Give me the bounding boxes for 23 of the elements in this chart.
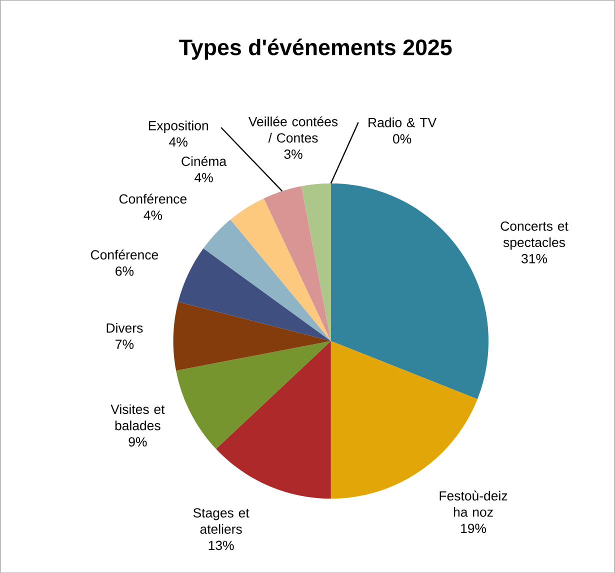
slice-label: Veillée contées / Contes: [248, 116, 338, 142]
chart-title: Types d'événements 2025: [179, 38, 452, 60]
data-label: 6%: [116, 266, 134, 276]
data-label: 7%: [116, 340, 134, 349]
data-label: 9%: [128, 437, 147, 446]
slice-label: Concerts et spectacles: [500, 221, 568, 250]
slice-label: Conférence: [119, 194, 187, 204]
data-label: 13%: [208, 540, 234, 550]
data-label: 4%: [194, 172, 213, 182]
slice-label: Stages et ateliers: [193, 508, 250, 534]
slice-label: Exposition: [148, 120, 208, 133]
category-label: Radio & TV: [368, 117, 437, 128]
data-label: 31%: [522, 254, 548, 264]
slice-label: Festoù-deiz ha noz: [440, 490, 508, 517]
data-label: 19%: [461, 524, 486, 533]
data-label: 4%: [169, 137, 188, 146]
data-label: 3%: [284, 149, 302, 159]
slice-label: Visites et balades: [110, 404, 165, 430]
slice-label: Conférence: [90, 250, 158, 260]
slice-label: Divers: [106, 322, 143, 333]
slice-label: Cinéma: [182, 156, 227, 166]
data-label: 4%: [144, 210, 162, 220]
text: 0%: [393, 134, 412, 144]
